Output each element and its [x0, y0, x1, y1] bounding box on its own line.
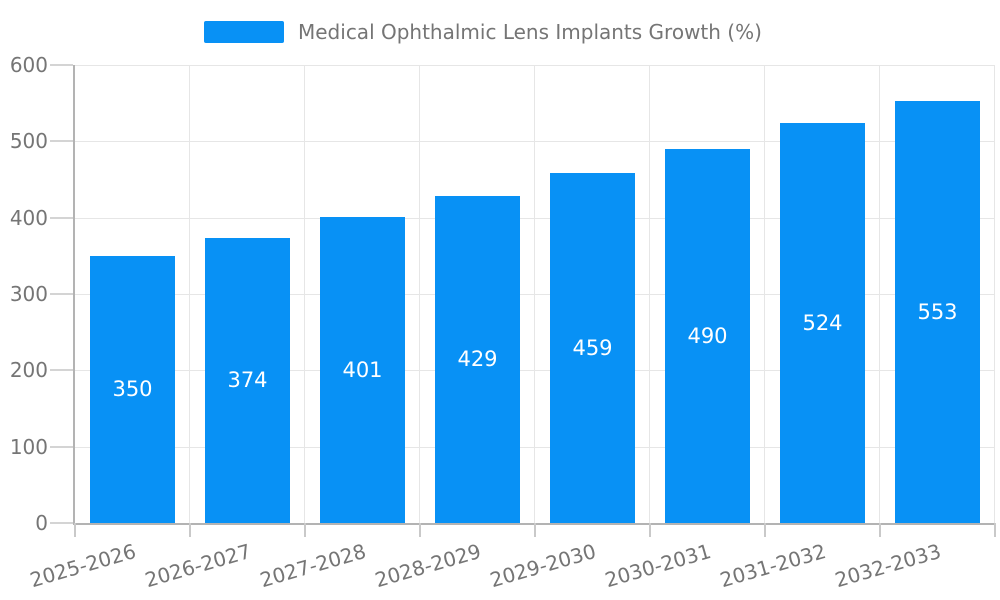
x-tick-7 — [879, 523, 881, 537]
bar-value-label-2027-2028: 401 — [342, 357, 383, 382]
bar-value-label-2029-2030: 459 — [572, 335, 613, 360]
y-tick-label-0: 0 — [35, 511, 48, 535]
x-tick-1 — [189, 523, 191, 537]
x-tick-label-2029-2030: 2029-2030 — [487, 539, 600, 593]
x-tick-label-2032-2033: 2032-2033 — [832, 539, 945, 593]
bar-value-label-2026-2027: 374 — [227, 368, 268, 393]
y-tick-label-400: 400 — [9, 205, 48, 230]
gridline-y-600 — [75, 65, 995, 66]
legend-label: Medical Ophthalmic Lens Implants Growth … — [298, 20, 762, 44]
y-tick-400 — [50, 216, 73, 219]
y-tick-label-300: 300 — [9, 282, 48, 306]
x-tick-label-2030-2031: 2030-2031 — [602, 539, 715, 593]
gridline-y-200 — [75, 370, 995, 372]
gridline-y-300 — [75, 294, 995, 295]
bar-value-label-2030-2031: 490 — [687, 323, 728, 348]
gridline-x-2 — [304, 65, 305, 523]
legend-marker — [204, 21, 284, 43]
y-tick-200 — [50, 369, 73, 372]
x-tick-6 — [764, 523, 766, 537]
x-tick-3 — [419, 523, 421, 537]
x-tick-label-2031-2032: 2031-2032 — [717, 539, 830, 593]
y-tick-600 — [50, 64, 73, 66]
y-tick-label-100: 100 — [9, 434, 48, 459]
x-tick-label-2027-2028: 2027-2028 — [257, 539, 370, 593]
y-tick-label-500: 500 — [9, 129, 48, 154]
gridline-y-400 — [75, 217, 995, 219]
plot-area: 0 100 200 300 400 500 600 350 2025-2026 374 2026-2… — [10, 53, 996, 592]
x-tick-label-2028-2029: 2028-2029 — [372, 539, 485, 593]
x-tick-8 — [994, 523, 996, 537]
bar-2030-2031[interactable]: 490 — [665, 148, 750, 523]
bar-value-label-2025-2026: 350 — [112, 377, 153, 402]
legend[interactable]: Medical Ophthalmic Lens Implants Growth … — [204, 21, 762, 43]
y-tick-label-600: 600 — [9, 53, 48, 77]
x-tick-label-2025-2026: 2025-2026 — [27, 539, 140, 593]
x-tick-label-2026-2027: 2026-2027 — [142, 539, 255, 593]
y-tick-label-200: 200 — [9, 358, 48, 383]
bar-2025-2026[interactable]: 350 — [90, 255, 175, 523]
gridline-x-5 — [649, 65, 650, 523]
x-tick-4 — [534, 523, 536, 537]
bar-2031-2032[interactable]: 524 — [780, 123, 865, 523]
gridline-x-3 — [419, 65, 420, 523]
gridline-x-8 — [994, 65, 995, 523]
y-tick-300 — [50, 293, 73, 295]
bar-value-label-2032-2033: 553 — [917, 299, 958, 324]
bar-2032-2033[interactable]: 553 — [895, 100, 980, 523]
gridline-x-6 — [764, 65, 765, 523]
x-tick-5 — [649, 523, 651, 537]
bar-2027-2028[interactable]: 401 — [320, 216, 405, 523]
y-tick-500 — [50, 140, 73, 143]
gridline-x-1 — [189, 65, 190, 523]
bar-2028-2029[interactable]: 429 — [435, 195, 520, 523]
bar-2029-2030[interactable]: 459 — [550, 172, 635, 523]
bar-value-label-2028-2029: 429 — [457, 347, 498, 372]
gridline-y-100 — [75, 446, 995, 448]
gridline-y-500 — [75, 141, 995, 143]
gridline-x-4 — [534, 65, 535, 523]
x-tick-0 — [74, 523, 76, 537]
y-tick-0 — [50, 522, 73, 524]
x-tick-2 — [304, 523, 306, 537]
gridline-x-7 — [879, 65, 880, 523]
y-tick-100 — [50, 445, 73, 448]
bar-2026-2027[interactable]: 374 — [205, 237, 290, 523]
bar-value-label-2031-2032: 524 — [802, 311, 843, 335]
